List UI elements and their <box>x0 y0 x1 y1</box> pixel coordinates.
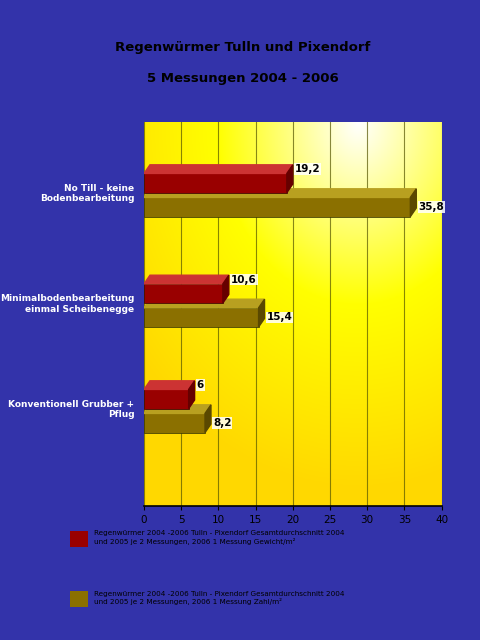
Text: 10,6: 10,6 <box>231 275 257 285</box>
Polygon shape <box>287 165 293 193</box>
Polygon shape <box>144 275 229 284</box>
Bar <box>144 389 189 408</box>
Bar <box>70 531 88 547</box>
Polygon shape <box>144 165 293 173</box>
Polygon shape <box>144 404 211 413</box>
Bar <box>144 308 259 327</box>
Text: 15,4: 15,4 <box>267 312 293 323</box>
Text: Regenwürmer 2004 -2006 Tulln - Pixendorf Gesamtdurchschnitt 2004
und 2005 je 2 M: Regenwürmer 2004 -2006 Tulln - Pixendorf… <box>94 591 344 605</box>
Text: 35,8: 35,8 <box>419 202 444 212</box>
Polygon shape <box>205 404 211 433</box>
Polygon shape <box>144 189 416 197</box>
Bar <box>144 197 410 216</box>
Text: Konventionell Grubber +
Pflug: Konventionell Grubber + Pflug <box>8 400 134 419</box>
Text: Regenwürmer Tulln und Pixendorf: Regenwürmer Tulln und Pixendorf <box>115 40 370 54</box>
Polygon shape <box>144 299 264 308</box>
Polygon shape <box>189 381 194 408</box>
Text: 6: 6 <box>197 380 204 390</box>
Text: Regenwürmer 2004 -2006 Tulln - Pixendorf Gesamtdurchschnitt 2004
und 2005 je 2 M: Regenwürmer 2004 -2006 Tulln - Pixendorf… <box>94 531 344 545</box>
Polygon shape <box>410 189 416 216</box>
Polygon shape <box>259 299 264 327</box>
Text: 19,2: 19,2 <box>295 164 321 174</box>
Text: No Till - keine
Bodenbearbeitung: No Till - keine Bodenbearbeitung <box>40 184 134 204</box>
Bar <box>144 413 205 433</box>
Bar <box>144 173 287 193</box>
Text: 8,2: 8,2 <box>213 418 232 428</box>
Text: Minimalbodenbearbeitung
einmal Scheibenegge: Minimalbodenbearbeitung einmal Scheibene… <box>0 294 134 314</box>
Text: 5 Messungen 2004 - 2006: 5 Messungen 2004 - 2006 <box>146 72 338 84</box>
Polygon shape <box>144 381 194 389</box>
Bar <box>70 591 88 607</box>
Polygon shape <box>223 275 229 303</box>
Bar <box>144 284 223 303</box>
